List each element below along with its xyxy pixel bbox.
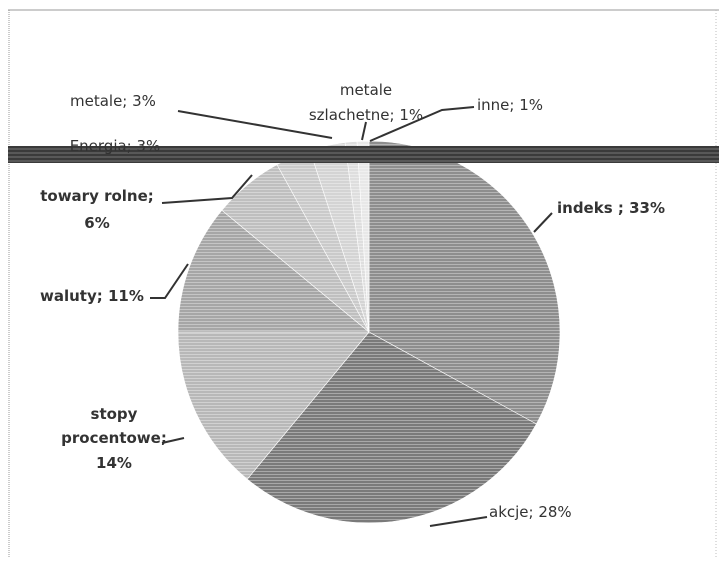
data-label-stopy-procentowe: stopy procentowe; 14% bbox=[61, 405, 167, 472]
data-label-waluty: waluty; 11% bbox=[40, 287, 144, 305]
leader-line-metale-szlachetne bbox=[362, 122, 366, 140]
data-label-akcje: akcje; 28% bbox=[489, 503, 572, 521]
data-label-indeks: indeks ; 33% bbox=[557, 199, 665, 217]
pie-slices bbox=[178, 141, 560, 523]
data-label-inne: inne; 1% bbox=[477, 96, 543, 114]
leader-line-indeks bbox=[534, 213, 552, 232]
leader-line-akcje bbox=[430, 517, 487, 526]
data-label-towary-rolne: towary rolne; 6% bbox=[40, 187, 154, 232]
data-label-metale-szlachetne: metale szlachetne; 1% bbox=[309, 81, 423, 124]
data-label-energia: Energia; 3% bbox=[70, 137, 161, 155]
data-label-metale: metale; 3% bbox=[70, 92, 156, 110]
